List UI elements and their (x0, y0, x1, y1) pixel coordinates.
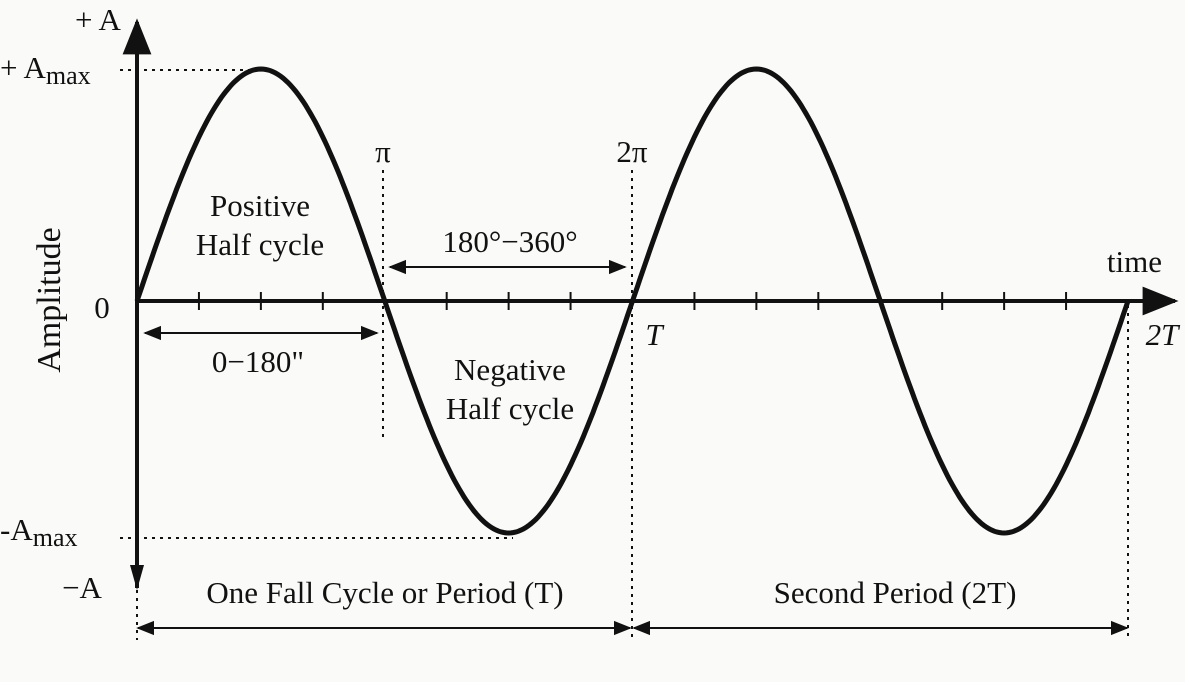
label-pi: π (375, 134, 391, 169)
label-t: T (645, 317, 665, 352)
label-main: + A (0, 50, 47, 85)
period-label: One Fall Cycle or Period (T) (206, 575, 563, 610)
y-axis-arrow-down (130, 565, 144, 590)
positive-label: Half cycle (196, 227, 324, 262)
label-main: -A (0, 512, 33, 547)
label-amin: -Amax (0, 512, 77, 552)
range-label: 180°−360° (442, 224, 577, 259)
label-sub: max (33, 523, 78, 552)
ticks (197, 292, 1068, 310)
label-zero: 0 (94, 290, 110, 325)
label-sub: max (46, 61, 91, 90)
label-two-pi: 2π (616, 134, 648, 169)
label-two-t: 2T (1146, 317, 1182, 352)
label-bottom: −A (62, 570, 102, 605)
negative-label: Half cycle (446, 391, 574, 426)
range-label: 0−180" (212, 344, 304, 379)
period-label: Second Period (2T) (774, 575, 1017, 610)
label-top: + A (75, 2, 122, 37)
positive-label: Positive (210, 188, 310, 223)
y-axis-title: Amplitude (31, 227, 68, 372)
label-amax: + Amax (0, 50, 91, 90)
axes (122, 18, 1179, 590)
x-axis-title: time (1107, 244, 1162, 279)
negative-label: Negative (454, 352, 566, 387)
